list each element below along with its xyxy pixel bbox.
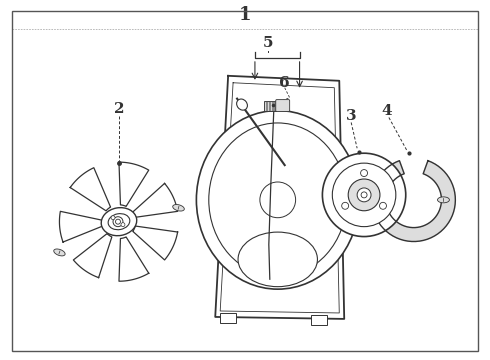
FancyBboxPatch shape <box>276 100 290 112</box>
Circle shape <box>260 182 295 218</box>
Ellipse shape <box>237 99 247 110</box>
Bar <box>264 100 276 111</box>
Circle shape <box>121 223 125 227</box>
Text: 3: 3 <box>346 108 357 122</box>
Ellipse shape <box>54 249 65 256</box>
Text: 4: 4 <box>382 104 392 118</box>
Ellipse shape <box>101 208 137 236</box>
Polygon shape <box>372 161 455 242</box>
Circle shape <box>332 163 396 227</box>
Bar <box>312 315 327 325</box>
Polygon shape <box>133 183 177 217</box>
Polygon shape <box>70 168 111 211</box>
Circle shape <box>111 216 115 220</box>
Ellipse shape <box>238 232 318 287</box>
Circle shape <box>342 202 349 209</box>
Bar <box>220 313 236 323</box>
Polygon shape <box>133 226 177 260</box>
Polygon shape <box>74 234 112 278</box>
Text: 5: 5 <box>263 36 273 50</box>
Circle shape <box>361 170 368 176</box>
Ellipse shape <box>209 123 347 277</box>
Circle shape <box>116 219 121 224</box>
Circle shape <box>113 217 123 227</box>
Ellipse shape <box>108 213 130 230</box>
Ellipse shape <box>196 111 359 289</box>
Polygon shape <box>119 162 149 206</box>
Circle shape <box>348 179 380 211</box>
Ellipse shape <box>438 197 449 203</box>
Ellipse shape <box>172 204 184 211</box>
Circle shape <box>361 192 367 198</box>
Circle shape <box>357 188 371 202</box>
Text: 6: 6 <box>279 76 290 90</box>
Circle shape <box>380 202 387 209</box>
Polygon shape <box>59 211 103 242</box>
Circle shape <box>322 153 406 237</box>
Text: 2: 2 <box>114 102 124 116</box>
Polygon shape <box>215 76 344 319</box>
Polygon shape <box>119 237 149 281</box>
Text: 1: 1 <box>239 6 251 24</box>
